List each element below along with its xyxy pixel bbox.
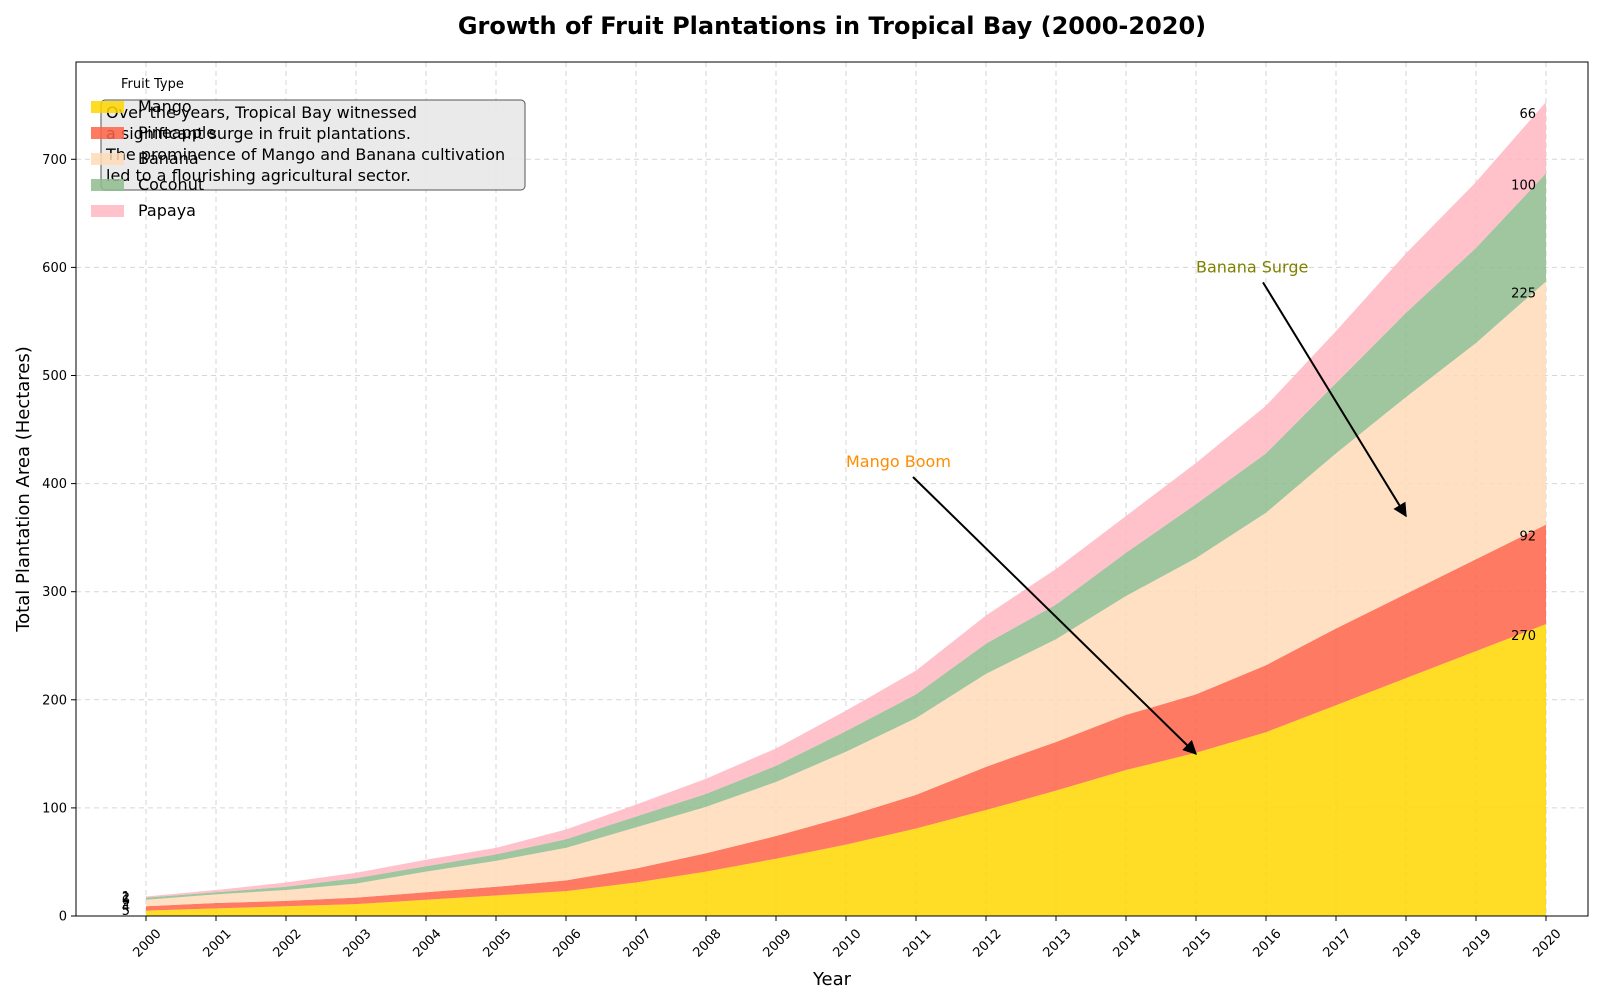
x-tick-label: 2018 (1391, 927, 1425, 961)
x-tick-label: 2012 (971, 927, 1005, 961)
note-line: Over the years, Tropical Bay witnessed (106, 103, 417, 122)
x-tick-label: 2006 (551, 927, 585, 961)
legend-swatch (91, 153, 124, 165)
legend-label-pineapple: Pineapple (138, 123, 216, 142)
legend-title: Fruit Type (121, 77, 184, 92)
legend-label-mango: Mango (138, 97, 192, 116)
area-layer (146, 102, 1546, 916)
x-tick-label: 2011 (901, 927, 935, 961)
x-tick-label: 2008 (691, 927, 725, 961)
x-tick-label: 2014 (1111, 927, 1145, 961)
area-pineapple (146, 524, 1546, 911)
plot-frame (75, 61, 1589, 917)
x-axis-label: Year (812, 969, 852, 990)
note-line: led to a flourishing agricultural sector… (106, 166, 411, 185)
legend-swatch (91, 127, 124, 139)
end-value-label: 100 (1511, 178, 1536, 193)
x-tick-label: 2009 (761, 927, 795, 961)
y-tick-label: 600 (42, 261, 67, 276)
legend-label-papaya: Papaya (138, 201, 196, 220)
legend-label-banana: Banana (138, 149, 199, 168)
start-value-label: 4 (122, 900, 130, 915)
series-label-layer: 5 270 4 92 6 225 2 100 1 66 (122, 107, 1536, 919)
x-tick-label: 2015 (1181, 927, 1215, 961)
x-tick-label: 2016 (1251, 927, 1285, 961)
x-tick-label: 2007 (621, 927, 655, 961)
x-tick-label: 2017 (1321, 927, 1355, 961)
y-tick-label: 500 (42, 369, 67, 384)
annotation-label: Banana Surge (1196, 257, 1308, 276)
note-box (100, 99, 526, 191)
x-tick-label: 2002 (271, 927, 305, 961)
note-line: The prominence of Mango and Banana culti… (105, 145, 505, 164)
start-value-label: 5 (122, 904, 130, 919)
y-axis-label: Total Plantation Area (Hectares) (13, 346, 34, 633)
annotation-arrow (1262, 281, 1407, 518)
legend-swatch (91, 101, 124, 113)
y-tick-label: 300 (42, 585, 67, 600)
x-tick-layer: 2000 2001 2002 2003 2004 2005 2006 2007 2008 2009… (131, 916, 1565, 961)
note-line: a significant surge in fruit plantations… (106, 124, 411, 143)
chart-title: Growth of Fruit Plantations in Tropical … (458, 12, 1206, 40)
legend-swatch (91, 179, 124, 191)
annotation-label: Mango Boom (846, 452, 951, 471)
area-mango (146, 624, 1546, 916)
legend-label-coconut: Coconut (138, 175, 204, 194)
y-tick-label: 0 (59, 910, 67, 925)
start-value-label: 1 (122, 890, 130, 905)
y-tick-label: 700 (42, 153, 67, 168)
legend: Fruit Type Mango Pineapple Banana Coconut Pap… (91, 77, 216, 220)
x-tick-label: 2013 (1041, 927, 1075, 961)
note-layer: Over the years, Tropical Bay witnessed a … (100, 99, 526, 191)
y-tick-label: 200 (42, 693, 67, 708)
start-value-label: 6 (122, 893, 130, 908)
end-value-label: 66 (1519, 107, 1536, 122)
area-banana (146, 281, 1546, 907)
x-tick-label: 2000 (131, 927, 165, 961)
x-tick-label: 2020 (1531, 927, 1565, 961)
x-tick-label: 2005 (481, 927, 515, 961)
start-value-label: 2 (122, 891, 130, 906)
end-value-label: 225 (1511, 286, 1536, 301)
y-tick-layer: 0 100 200 300 400 500 600 700 (42, 153, 76, 925)
annotation-layer: Mango Boom Banana Surge (846, 257, 1407, 755)
end-value-label: 270 (1511, 629, 1536, 644)
legend-swatch (91, 205, 124, 217)
y-tick-label: 100 (42, 801, 67, 816)
end-value-label: 92 (1519, 530, 1536, 545)
annotation-arrow (912, 476, 1198, 755)
x-tick-label: 2001 (201, 927, 235, 961)
x-tick-label: 2010 (831, 927, 865, 961)
x-tick-label: 2019 (1461, 927, 1495, 961)
x-tick-label: 2003 (341, 927, 375, 961)
y-tick-label: 400 (42, 477, 67, 492)
x-tick-label: 2004 (411, 927, 445, 961)
